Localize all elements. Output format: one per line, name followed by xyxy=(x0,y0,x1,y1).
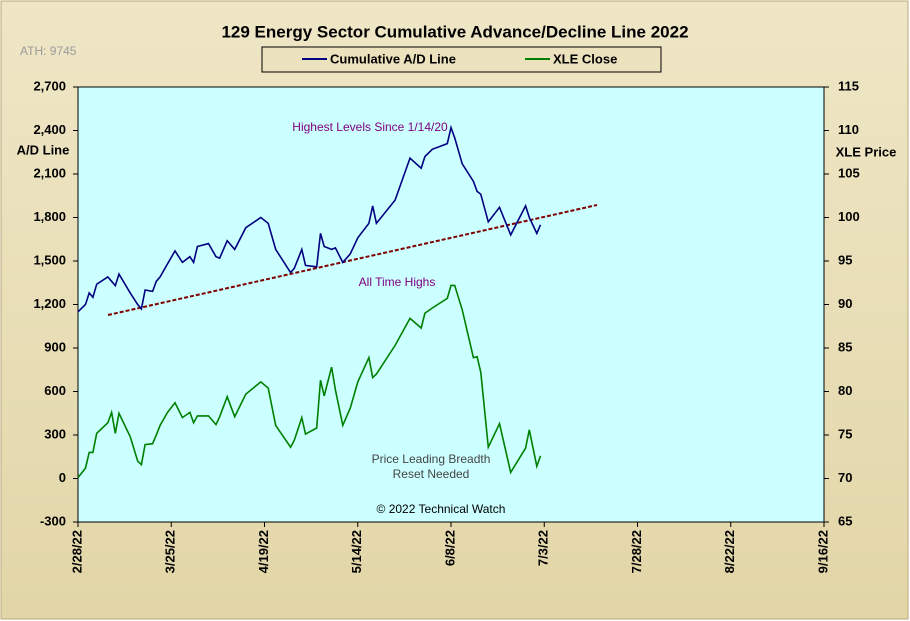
x-tick-label: 7/3/22 xyxy=(536,530,551,566)
y-tick-label: 300 xyxy=(44,426,66,441)
annotation: Highest Levels Since 1/14/20 xyxy=(292,120,448,134)
x-tick-label: 6/8/22 xyxy=(442,530,457,566)
legend-label: Cumulative A/D Line xyxy=(330,51,456,66)
y-tick-label: -300 xyxy=(40,513,66,528)
y2-tick-label: 65 xyxy=(838,513,852,528)
y2-tick-label: 115 xyxy=(838,78,859,93)
annotation: All Time Highs xyxy=(359,275,436,289)
y2-tick-label: 110 xyxy=(838,122,859,137)
x-tick-label: 7/28/22 xyxy=(629,530,644,573)
copyright: © 2022 Technical Watch xyxy=(377,502,506,516)
y-tick-label: 900 xyxy=(44,339,66,354)
y-tick-label: 1,800 xyxy=(33,209,66,224)
x-tick-label: 8/22/22 xyxy=(722,530,737,573)
y2-tick-label: 100 xyxy=(838,209,860,224)
y-tick-label: 0 xyxy=(59,470,66,485)
y-tick-label: 2,400 xyxy=(33,122,66,137)
y2-tick-label: 75 xyxy=(838,426,852,441)
y-tick-label: 2,100 xyxy=(33,165,66,180)
y-tick-label: 2,700 xyxy=(33,78,66,93)
y2-tick-label: 85 xyxy=(838,339,852,354)
y2-tick-label: 105 xyxy=(838,165,860,180)
y2-axis-label: XLE Price xyxy=(836,144,897,159)
x-tick-label: 4/19/22 xyxy=(256,530,271,573)
subtitle: ATH: 9745 xyxy=(20,44,77,58)
y2-tick-label: 95 xyxy=(838,252,852,267)
series-line xyxy=(77,284,542,479)
trend-line xyxy=(107,204,598,316)
legend-label: XLE Close xyxy=(553,51,617,66)
y-tick-label: 600 xyxy=(44,383,66,398)
plot-area xyxy=(77,86,825,523)
y2-tick-label: 70 xyxy=(838,470,852,485)
x-tick-label: 5/14/22 xyxy=(349,530,364,573)
y2-tick-label: 90 xyxy=(838,296,852,311)
legend-box xyxy=(261,46,662,73)
annotation: Reset Needed xyxy=(393,467,470,481)
y-tick-label: 1,200 xyxy=(33,296,66,311)
x-tick-label: 3/25/22 xyxy=(163,530,178,573)
y-tick-label: 1,500 xyxy=(33,252,66,267)
y-axis-label: A/D Line xyxy=(17,142,70,157)
annotation: Price Leading Breadth xyxy=(372,452,491,466)
x-tick-label: 2/28/22 xyxy=(69,530,84,573)
y2-tick-label: 80 xyxy=(838,383,852,398)
x-tick-label: 9/16/22 xyxy=(815,530,830,573)
chart-title: 129 Energy Sector Cumulative Advance/Dec… xyxy=(221,22,688,41)
series-line xyxy=(77,124,542,313)
